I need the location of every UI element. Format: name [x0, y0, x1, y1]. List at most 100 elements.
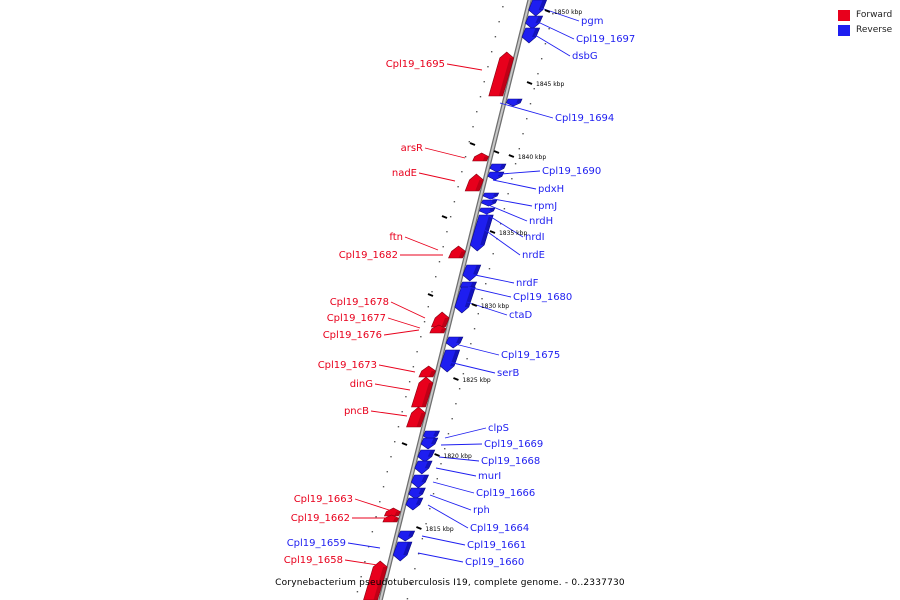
reverse-gene-label: pdxH: [538, 184, 564, 195]
scale-dot: [488, 268, 491, 270]
scale-dot: [544, 43, 547, 45]
scale-dot: [440, 463, 442, 465]
reverse-gene-label: Cpl19_1661: [467, 540, 526, 551]
forward-gene-label: Cpl19_1673: [318, 360, 377, 371]
tick-mark: [453, 377, 459, 381]
forward-gene: [488, 51, 515, 97]
legend-label-reverse: Reverse: [856, 25, 893, 35]
scale-dot: [425, 523, 427, 525]
scale-dot: [367, 546, 370, 548]
scale-dot: [490, 51, 493, 53]
tick-label: 1850 kbp: [554, 9, 582, 16]
scale-dot: [420, 336, 422, 338]
tick-mark: [434, 453, 440, 457]
tick-label: 1825 kbp: [462, 377, 490, 384]
reverse-gene: [414, 460, 433, 475]
scale-dot: [406, 598, 409, 600]
scale-dot: [451, 418, 453, 420]
reverse-gene: [489, 163, 507, 173]
scale-dot: [529, 103, 532, 105]
forward-leader: [390, 301, 426, 319]
scale-dot: [540, 58, 543, 60]
tick-mark: [489, 230, 496, 234]
forward-gene: [430, 311, 450, 328]
scale-dot: [522, 133, 524, 135]
scale-dot: [468, 141, 471, 143]
scale-dot: [503, 208, 506, 210]
scale-dot: [499, 223, 502, 225]
scale-dot: [375, 516, 377, 518]
scale-dot: [382, 486, 385, 488]
legend: Forward Reverse: [838, 8, 892, 38]
scale-dot: [405, 396, 407, 398]
scale-dot: [470, 343, 472, 345]
scale-dot: [417, 553, 420, 555]
scale-dot: [485, 283, 487, 285]
reverse-gene: [392, 541, 413, 562]
scale-dot: [479, 96, 482, 98]
genome-caption: Corynebacterium pseudotuberculosis I19, …: [275, 578, 625, 588]
scale-dot: [487, 66, 489, 68]
scale-dot: [483, 81, 485, 83]
tick-mark: [526, 81, 533, 85]
reverse-leader: [435, 467, 477, 477]
reverse-leader: [537, 21, 575, 40]
forward-leader: [383, 329, 420, 336]
tick-mark: [493, 150, 500, 154]
reverse-gene-label: nrdH: [529, 216, 553, 227]
tick-label: 1815 kbp: [425, 526, 453, 533]
tick-mark: [427, 293, 434, 297]
scale-dot: [502, 6, 504, 8]
scale-dot: [394, 441, 396, 443]
scale-dot: [429, 508, 431, 510]
scale-dot: [371, 531, 374, 533]
forward-gene-label: Cpl19_1662: [291, 513, 350, 524]
forward-gene-label: arsR: [401, 143, 423, 154]
reverse-leader: [450, 342, 500, 356]
scale-dot: [453, 201, 456, 203]
tick-label: 1820 kbp: [444, 453, 472, 460]
scale-dot: [446, 231, 448, 233]
tick-mark: [508, 154, 515, 158]
reverse-leader: [417, 552, 464, 563]
forward-gene: [363, 560, 388, 600]
tick-label: 1830 kbp: [481, 303, 509, 310]
forward-gene: [411, 376, 434, 408]
reverse-gene: [410, 474, 430, 489]
scale-dot: [498, 21, 500, 23]
scale-dot: [492, 253, 494, 255]
reverse-gene: [417, 449, 436, 463]
tick-mark: [416, 526, 422, 530]
tick-label: 1840 kbp: [518, 154, 546, 161]
scale-dot: [401, 411, 403, 413]
forward-gene: [406, 406, 426, 428]
scale-dot: [533, 88, 535, 90]
forward-gene: [429, 324, 447, 334]
reverse-leader: [448, 361, 496, 374]
reverse-gene: [445, 336, 464, 349]
forward-gene: [383, 507, 401, 517]
scale-dot: [364, 561, 366, 563]
reverse-gene: [408, 487, 426, 500]
reverse-leader: [484, 229, 521, 256]
scale-dot: [464, 156, 467, 158]
reverse-gene: [462, 264, 482, 282]
reverse-gene: [481, 199, 498, 207]
reverse-gene: [525, 15, 544, 30]
reverse-leader: [534, 34, 571, 57]
forward-gene-label: Cpl19_1682: [339, 250, 398, 261]
forward-gene-label: Cpl19_1678: [330, 297, 389, 308]
reverse-leader: [427, 504, 469, 529]
gene-labels: Cpl19_1695 arsR nadE ftn Cpl19_1682 Cpl19_167…: [284, 16, 636, 568]
reverse-leader: [432, 481, 475, 494]
scale-dot: [461, 171, 463, 173]
scale-dot: [447, 433, 450, 435]
tick-mark: [441, 215, 448, 219]
forward-gene-label: Cpl19_1677: [327, 313, 386, 324]
tick-mark: [471, 303, 478, 307]
scale-dot: [386, 471, 388, 473]
reverse-leader: [485, 203, 528, 222]
forward-gene-label: Cpl19_1658: [284, 555, 343, 566]
forward-gene-label: nadE: [392, 168, 417, 179]
